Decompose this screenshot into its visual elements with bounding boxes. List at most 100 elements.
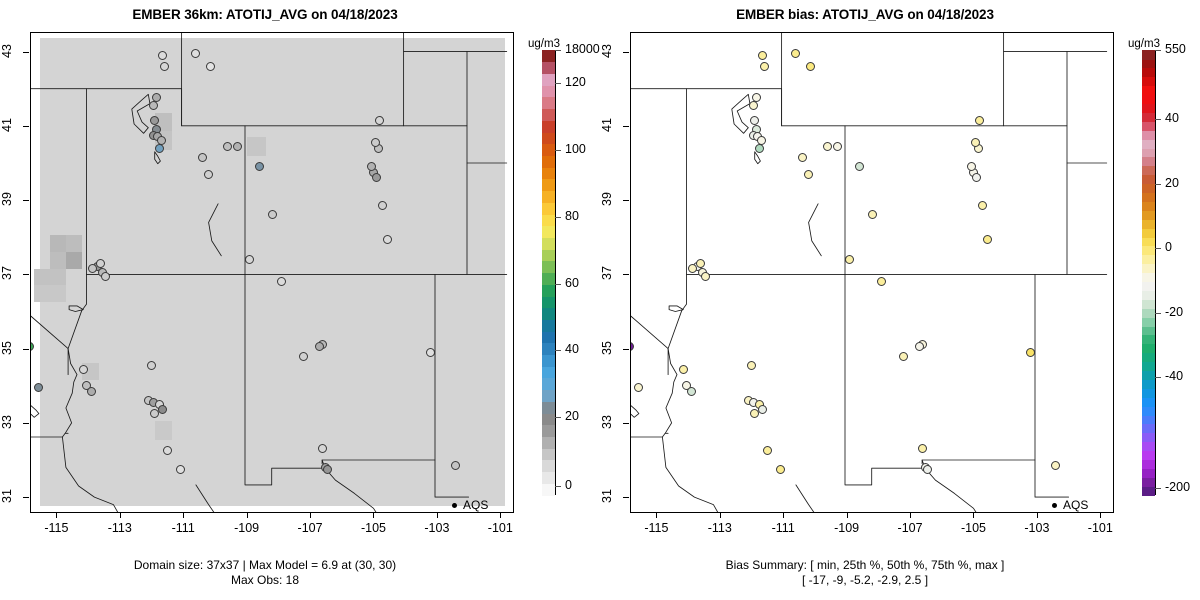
colorbar-tick	[555, 83, 561, 85]
station-marker[interactable]	[922, 464, 932, 474]
station-marker[interactable]	[197, 152, 207, 162]
station-marker[interactable]	[688, 264, 698, 274]
station-marker[interactable]	[832, 141, 842, 151]
station-marker[interactable]	[267, 210, 277, 220]
colorbar-segment	[1142, 334, 1155, 345]
station-marker[interactable]	[758, 405, 768, 415]
station-marker[interactable]	[223, 141, 233, 151]
colorbar-axis-line	[555, 50, 556, 495]
station-marker[interactable]	[758, 50, 768, 60]
station-marker[interactable]	[78, 364, 88, 374]
station-marker[interactable]	[634, 383, 644, 393]
colorbar-segment	[542, 131, 555, 145]
station-marker[interactable]	[367, 162, 377, 172]
colorbar-tick	[1155, 183, 1161, 185]
colorbar-tick-label: 60	[565, 275, 579, 290]
station-marker[interactable]	[150, 409, 160, 419]
bias-aqs-legend: AQS	[1052, 498, 1088, 512]
y-axis-tick	[623, 51, 629, 53]
station-marker[interactable]	[158, 50, 168, 60]
station-marker[interactable]	[154, 143, 164, 153]
station-marker[interactable]	[1051, 461, 1061, 471]
station-marker[interactable]	[854, 162, 864, 172]
station-marker[interactable]	[372, 173, 382, 183]
station-marker[interactable]	[150, 115, 160, 125]
station-marker[interactable]	[845, 255, 855, 264]
station-marker[interactable]	[972, 173, 982, 183]
colorbar-segment	[1142, 441, 1155, 452]
x-axis-label: -107	[297, 521, 323, 535]
station-marker[interactable]	[975, 115, 985, 125]
station-marker[interactable]	[748, 100, 758, 110]
station-marker[interactable]	[696, 258, 706, 268]
station-marker[interactable]	[370, 138, 380, 148]
colorbar-tick-label: 0	[565, 478, 572, 493]
station-marker[interactable]	[148, 100, 158, 110]
station-marker[interactable]	[81, 380, 91, 390]
colorbar-tick	[555, 50, 561, 51]
station-marker[interactable]	[750, 115, 760, 125]
station-marker[interactable]	[747, 360, 756, 370]
station-marker[interactable]	[877, 277, 886, 287]
station-marker[interactable]	[762, 446, 772, 456]
station-marker[interactable]	[299, 351, 309, 361]
y-axis-tick	[23, 422, 29, 424]
station-marker[interactable]	[34, 383, 44, 393]
station-marker[interactable]	[797, 152, 807, 162]
station-marker[interactable]	[967, 162, 977, 172]
station-marker[interactable]	[681, 380, 691, 390]
station-marker[interactable]	[322, 464, 332, 474]
station-marker[interactable]	[678, 364, 688, 374]
station-marker[interactable]	[918, 444, 928, 454]
station-marker[interactable]	[254, 162, 264, 172]
station-marker[interactable]	[378, 201, 388, 211]
station-marker[interactable]	[383, 234, 393, 244]
station-marker[interactable]	[451, 461, 461, 471]
station-marker[interactable]	[162, 446, 172, 456]
station-marker[interactable]	[318, 444, 328, 454]
y-axis-tick	[23, 51, 29, 53]
station-marker[interactable]	[315, 342, 325, 352]
station-marker[interactable]	[983, 234, 993, 244]
colorbar-segment	[542, 167, 555, 180]
station-marker[interactable]	[823, 141, 833, 151]
station-marker[interactable]	[232, 141, 242, 151]
station-marker[interactable]	[970, 138, 980, 148]
station-marker[interactable]	[204, 169, 214, 179]
station-marker[interactable]	[804, 169, 814, 179]
colorbar-segment	[1142, 67, 1155, 78]
station-marker[interactable]	[101, 271, 111, 281]
station-marker[interactable]	[158, 405, 168, 415]
colorbar-segment	[542, 120, 555, 133]
station-marker[interactable]	[245, 255, 255, 264]
station-marker[interactable]	[775, 464, 785, 474]
station-marker[interactable]	[750, 409, 760, 419]
station-marker[interactable]	[277, 277, 286, 287]
station-marker[interactable]	[96, 258, 106, 268]
station-marker[interactable]	[147, 360, 156, 370]
station-marker[interactable]	[759, 61, 769, 71]
station-marker[interactable]	[915, 342, 925, 352]
station-marker[interactable]	[791, 48, 801, 58]
station-marker[interactable]	[1026, 347, 1036, 357]
station-marker[interactable]	[175, 464, 185, 474]
station-marker[interactable]	[701, 271, 711, 281]
raster-cell	[65, 252, 82, 269]
station-marker[interactable]	[159, 61, 169, 71]
colorbar-segment	[1142, 50, 1155, 60]
station-marker[interactable]	[899, 351, 909, 361]
station-marker[interactable]	[375, 115, 385, 125]
station-marker[interactable]	[205, 61, 215, 71]
station-marker[interactable]	[88, 264, 98, 274]
colorbar-segment	[1142, 486, 1155, 496]
station-marker[interactable]	[426, 347, 436, 357]
station-marker[interactable]	[86, 386, 96, 396]
station-marker[interactable]	[805, 61, 815, 71]
station-marker[interactable]	[754, 143, 764, 153]
colorbar-segment	[1142, 103, 1155, 113]
station-marker[interactable]	[978, 201, 988, 211]
station-marker[interactable]	[686, 386, 696, 396]
y-axis-label: 33	[0, 414, 14, 429]
station-marker[interactable]	[867, 210, 877, 220]
station-marker[interactable]	[191, 48, 201, 58]
